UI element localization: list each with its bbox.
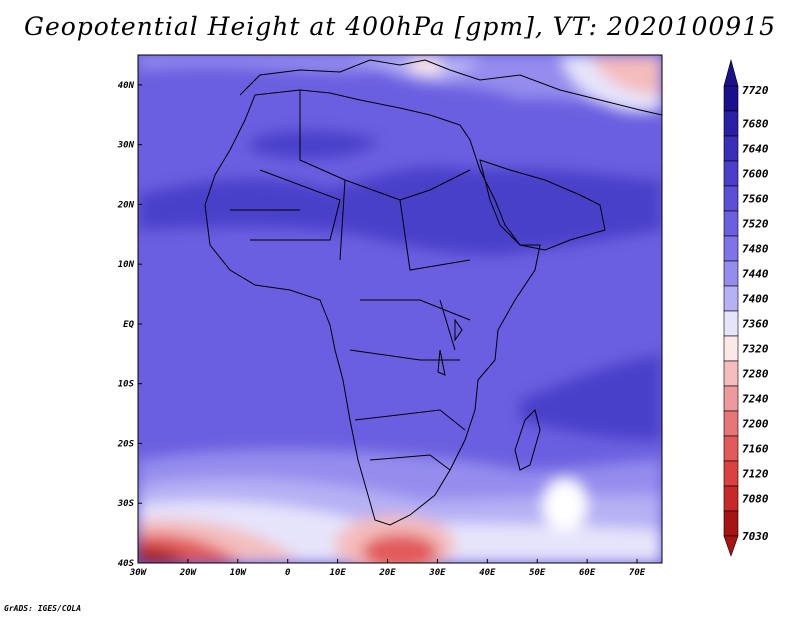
- colorbar-swatch: [723, 210, 739, 237]
- colorbar-label: 7560: [742, 193, 769, 206]
- colorbar-label: 7200: [742, 418, 769, 431]
- lon-tick-label: 30W: [129, 568, 148, 578]
- lon-tick-label: 10E: [329, 568, 346, 578]
- lon-tick-label: 50E: [529, 568, 546, 578]
- field-north-light: [138, 55, 662, 104]
- borders-south: [349, 299, 471, 471]
- colorbar-swatch: [723, 435, 739, 462]
- lon-tick-label: 70E: [629, 568, 646, 578]
- colorbar-swatch: [723, 410, 739, 437]
- field-sahel-dark: [138, 166, 662, 255]
- colorbar-label: 7640: [742, 143, 769, 156]
- colorbar-bottom-arrow: [723, 535, 739, 557]
- colorbar-label: 7720: [742, 84, 769, 97]
- colorbar-label: 7320: [742, 343, 769, 356]
- colorbar-swatch: [723, 385, 739, 412]
- colorbar-label: 7030: [742, 530, 769, 543]
- longitude-axis: 30W 20W 10W 0 10E 20E 30E 40E 50E 60E 70E: [129, 559, 646, 578]
- field-trough-south: [362, 534, 438, 563]
- colorbar-swatch: [723, 135, 739, 162]
- colorbar-swatch: [723, 110, 739, 137]
- madagascar-coast: [514, 409, 541, 471]
- field-turkey-white: [410, 55, 440, 75]
- colorbar-swatch: [723, 460, 739, 487]
- colorbar-swatch: [723, 485, 739, 512]
- field-indian-ocean-dark: [520, 355, 662, 440]
- field-sahara-dark: [250, 130, 380, 159]
- colorbar-label: 7280: [742, 368, 769, 381]
- lon-tick-label: 60E: [579, 568, 596, 578]
- height-field: [138, 55, 662, 563]
- plot-frame: [137, 54, 663, 564]
- colorbar-swatch: [723, 335, 739, 362]
- colorbar-label: 7680: [742, 118, 769, 131]
- lat-tick-label: 20N: [117, 200, 135, 210]
- colorbar-top-arrow: [723, 58, 739, 87]
- colorbar-swatch: [723, 285, 739, 312]
- lakes: [437, 318, 463, 376]
- lon-tick-label: 20E: [378, 568, 396, 578]
- colorbar-swatch: [723, 260, 739, 287]
- lon-tick-label: 10W: [230, 568, 248, 578]
- latitude-axis: 40S 30S 20S 10S EQ 10N 20N 30N 40N: [117, 81, 142, 569]
- colorbar-label: 7080: [742, 493, 769, 506]
- credit-text: GrADS: IGES/COLA: [4, 604, 82, 613]
- arabia-coast: [479, 159, 606, 251]
- colorbar-swatch: [723, 235, 739, 262]
- lon-tick-label: 40E: [479, 568, 496, 578]
- lat-tick-label: 30N: [117, 141, 135, 151]
- field-high-southeast: [543, 479, 587, 531]
- colorbar-swatch: [723, 510, 739, 537]
- lon-tick-label: 30E: [428, 568, 446, 578]
- lat-tick-label: 10S: [118, 380, 135, 390]
- map-title: Geopotential Height at 400hPa [gpm], VT:…: [23, 12, 777, 41]
- lat-tick-label: 10N: [118, 260, 135, 270]
- lat-tick-label: 30S: [117, 499, 135, 509]
- lat-tick-label: 40N: [118, 81, 135, 91]
- colorbar-label: 7600: [742, 168, 769, 181]
- lon-tick-label: 0: [285, 568, 291, 578]
- colorbar-swatch: [723, 360, 739, 387]
- colorbar-label: 7520: [742, 218, 769, 231]
- borders-north: [230, 90, 471, 271]
- colorbar-swatch: [723, 310, 739, 337]
- colorbar-label: 7440: [742, 268, 769, 281]
- colorbar-label: 7360: [742, 318, 769, 331]
- colorbar-label: 7480: [742, 243, 769, 256]
- colorbar-swatch: [723, 85, 739, 112]
- africa-coast: [204, 89, 541, 526]
- colorbar: 7720 7680 7640 7600 7560 7520 7480 7440 7400 7360…: [723, 58, 769, 557]
- europe-coast: [239, 59, 662, 116]
- lat-tick-label: 20S: [117, 439, 135, 449]
- colorbar-label: 7400: [742, 293, 769, 306]
- field-northeast-red: [590, 55, 662, 95]
- colorbar-swatch: [723, 160, 739, 187]
- coastlines: [204, 59, 662, 526]
- colorbar-label: 7160: [742, 443, 769, 456]
- lon-tick-label: 20W: [179, 568, 198, 578]
- lat-tick-label: EQ: [123, 320, 134, 330]
- colorbar-swatch: [723, 185, 739, 212]
- field-trough-west-core: [138, 547, 190, 563]
- colorbar-label: 7120: [742, 468, 769, 481]
- lat-tick-label: 40S: [118, 559, 135, 569]
- colorbar-label: 7240: [742, 393, 769, 406]
